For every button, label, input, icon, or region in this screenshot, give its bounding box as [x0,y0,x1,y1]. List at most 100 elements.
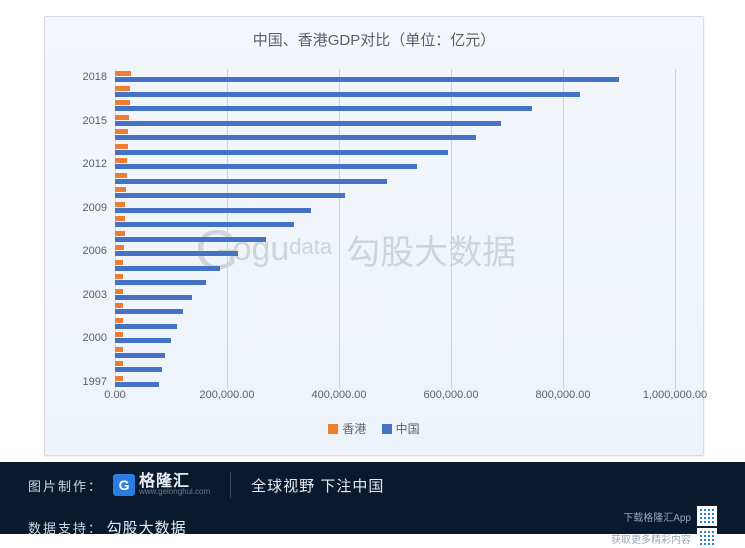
brand-logo-icon: G [113,474,135,496]
bar-row [115,216,675,227]
bar-hk [115,231,125,236]
bar-cn [115,106,532,111]
divider [230,472,231,498]
bar-row: 2000 [115,332,675,343]
bar-hk [115,361,123,366]
bar-hk [115,100,130,105]
y-axis-label: 2003 [83,289,107,301]
plot-area: 19972000200320062009201220152018 [115,69,675,389]
y-axis-label: 2012 [83,158,107,170]
bar-row [115,144,675,155]
bar-row: 2015 [115,115,675,126]
bar-row: 2009 [115,202,675,213]
y-axis-label: 2018 [83,71,107,83]
bar-row: 2018 [115,71,675,82]
legend-swatch-cn [382,424,392,434]
bar-hk [115,303,123,308]
bar-row [115,303,675,314]
bar-cn [115,251,238,256]
bar-hk [115,332,123,337]
bar-row: 2003 [115,289,675,300]
bar-row [115,86,675,97]
bar-row: 1997 [115,376,675,387]
y-axis-label: 2009 [83,202,107,214]
y-axis-label: 2000 [83,332,107,344]
label-image-by: 图片制作： [28,476,103,495]
qr-icon [697,528,717,548]
bar-row [115,347,675,358]
x-tick-label: 400,000.00 [311,389,366,401]
bar-row [115,187,675,198]
bar-cn [115,77,619,82]
bar-cn [115,222,294,227]
bar-hk [115,144,128,149]
legend-item-cn: 中国 [382,420,420,437]
bar-cn [115,382,159,387]
bar-cn [115,280,206,285]
more-content-text: 获取更多精彩内容 [611,531,691,546]
bar-hk [115,115,129,120]
x-tick-label: 600,000.00 [423,389,478,401]
bar-cn [115,150,448,155]
bar-cn [115,121,501,126]
bar-hk [115,129,128,134]
bar-row [115,100,675,111]
y-axis-label: 2015 [83,115,107,127]
bar-row [115,361,675,372]
footer-right: 下载格隆汇App 获取更多精彩内容 [611,506,717,548]
bar-row [115,260,675,271]
footer-row-1: 图片制作： G 格隆汇 www.gelonghui.com 全球视野 下注中国 [28,472,717,498]
legend-item-hk: 香港 [328,420,366,437]
legend: 香港 中国 [45,420,703,437]
x-tick-label: 200,000.00 [199,389,254,401]
bar-cn [115,309,183,314]
x-axis: 0.00200,000.00400,000.00600,000.00800,00… [115,389,675,409]
bar-cn [115,324,177,329]
bar-cn [115,164,417,169]
bar-hk [115,318,123,323]
footer-row-2: 数据支持： 勾股大数据 下载格隆汇App 获取更多精彩内容 [28,506,717,548]
brand-url: www.gelonghui.com [139,488,210,496]
x-tick-label: 0.00 [104,389,125,401]
y-axis-label: 1997 [83,376,107,388]
bar-cn [115,179,387,184]
bar-hk [115,289,123,294]
bar-hk [115,173,127,178]
bar-hk [115,187,126,192]
gridline [675,69,676,389]
chart-card: 中国、香港GDP对比（单位：亿元） G ogudata 勾股大数据 199720… [44,16,704,456]
label-data-support: 数据支持： [28,521,103,536]
legend-label-cn: 中国 [396,420,420,437]
bar-hk [115,260,123,265]
tagline: 全球视野 下注中国 [251,475,384,496]
bar-hk [115,86,130,91]
bar-hk [115,216,125,221]
bar-hk [115,347,123,352]
bar-row [115,231,675,242]
chart-title: 中国、香港GDP对比（单位：亿元） [45,17,703,50]
bar-row [115,173,675,184]
bar-row [115,318,675,329]
bar-hk [115,245,124,250]
bar-row [115,129,675,140]
bar-hk [115,71,131,76]
bar-cn [115,338,171,343]
bar-cn [115,237,266,242]
x-tick-label: 1,000,000.00 [643,389,707,401]
download-app-text: 下载格隆汇App [623,509,691,524]
bar-cn [115,367,162,372]
bar-cn [115,193,345,198]
bar-hk [115,376,123,381]
bar-cn [115,266,220,271]
x-tick-label: 800,000.00 [535,389,590,401]
legend-label-hk: 香港 [342,420,366,437]
bar-cn [115,353,165,358]
bar-hk [115,158,127,163]
qr-icon [697,506,717,526]
brand-logo: G 格隆汇 www.gelonghui.com [113,474,210,496]
bar-row [115,274,675,285]
bar-cn [115,92,580,97]
bar-row: 2012 [115,158,675,169]
legend-swatch-hk [328,424,338,434]
bar-hk [115,202,125,207]
